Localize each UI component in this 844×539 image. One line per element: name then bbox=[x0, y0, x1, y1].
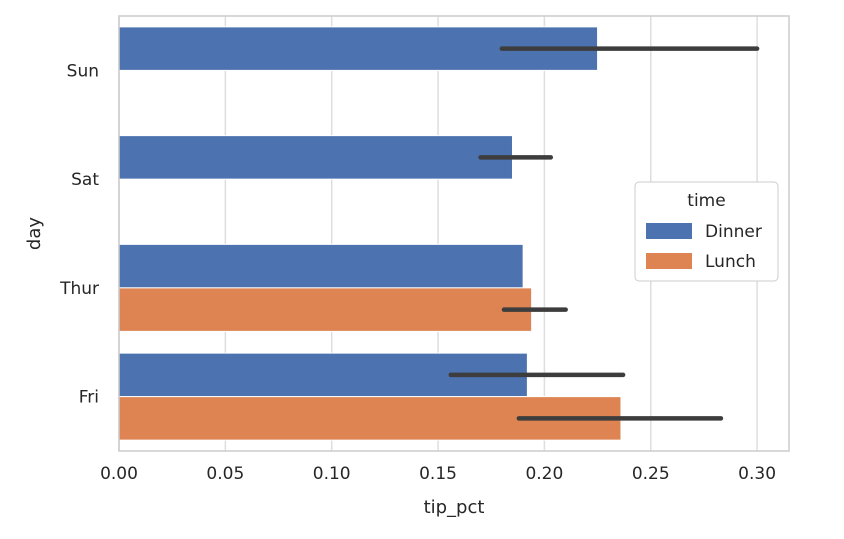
legend: time Dinner Lunch bbox=[634, 181, 779, 282]
y-tick-label: Sun bbox=[67, 61, 99, 81]
x-axis-label: tip_pct bbox=[424, 497, 485, 518]
legend-swatch-lunch bbox=[646, 253, 692, 269]
bar-dinner-thur bbox=[118, 243, 524, 289]
y-tick-label: Sat bbox=[71, 170, 99, 190]
bar-dinner-sat bbox=[118, 135, 513, 180]
x-tick-label: 0.30 bbox=[738, 464, 776, 484]
x-tick-label: 0.15 bbox=[419, 464, 457, 484]
x-tick-label: 0.05 bbox=[206, 464, 244, 484]
x-tick-label: 0.25 bbox=[632, 464, 670, 484]
legend-title: time bbox=[687, 191, 725, 211]
bar-lunch-thur bbox=[118, 287, 533, 332]
x-tick-label: 0.00 bbox=[100, 464, 138, 484]
legend-label-dinner: Dinner bbox=[705, 222, 762, 242]
x-tick-label: 0.10 bbox=[313, 464, 351, 484]
legend-swatch-dinner bbox=[646, 223, 692, 239]
legend-label-lunch: Lunch bbox=[705, 252, 756, 272]
plot-frame bbox=[118, 15, 790, 452]
y-tick-label: Thur bbox=[59, 279, 99, 299]
y-tick-label: Fri bbox=[79, 388, 99, 408]
y-axis-label: day bbox=[24, 217, 45, 250]
x-tick-label: 0.20 bbox=[525, 464, 563, 484]
